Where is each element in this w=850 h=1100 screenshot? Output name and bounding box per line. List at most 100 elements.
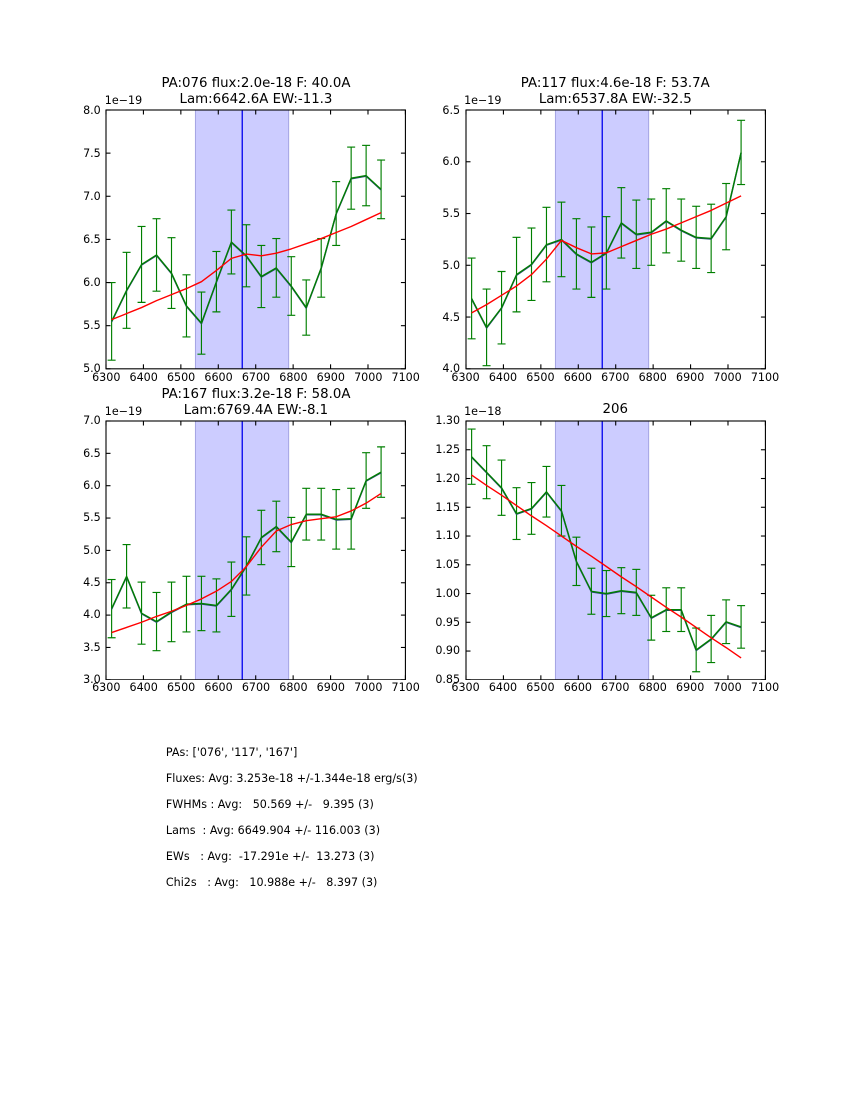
y-tick-label: 6.5 <box>442 103 461 117</box>
subplot-2-offset-label: 1e−19 <box>464 94 502 108</box>
x-tick-label: 6300 <box>92 370 121 384</box>
x-tick-label: 6500 <box>526 370 555 384</box>
subplot-4-title: 206 <box>603 402 628 418</box>
y-tick-label: 7.0 <box>83 414 101 428</box>
stats-line-fluxes: Fluxes: Avg: 3.253e-18 +/-1.344e-18 erg/… <box>165 772 418 785</box>
x-tick-label: 6300 <box>451 370 480 384</box>
subplot-1-canvas <box>105 109 407 370</box>
subplot-2-title: PA:117 flux:4.6e-18 F: 53.7A Lam:6537.8A… <box>521 76 710 108</box>
x-tick-label: 6900 <box>316 370 345 384</box>
y-tick-label: 6.0 <box>83 478 101 492</box>
x-tick-label: 6500 <box>526 681 555 695</box>
subplot-1-offset-label: 1e−19 <box>104 94 143 108</box>
y-tick-label: 5.5 <box>83 511 101 525</box>
x-tick-label: 6800 <box>638 681 667 695</box>
x-tick-label: 7000 <box>354 681 383 695</box>
subplot-3-title-line-1: PA:167 flux:3.2e-18 F: 58.0A <box>161 386 351 402</box>
y-tick-label: 6.5 <box>83 446 101 460</box>
x-tick-label: 6500 <box>166 370 196 384</box>
plot-area <box>467 109 745 369</box>
y-tick-label: 3.5 <box>83 640 101 654</box>
subplot-3-canvas <box>105 420 407 680</box>
subplot-1-title: PA:076 flux:2.0e-18 F: 40.0A Lam:6642.6A… <box>161 76 350 108</box>
y-tick-label: 5.0 <box>83 362 101 376</box>
subplot-3-offset-label: 1e−19 <box>104 404 143 418</box>
x-tick-label: 6400 <box>129 370 158 384</box>
y-tick-label: 6.5 <box>83 233 101 247</box>
stats-line-fwhms: FWHMs : Avg: 50.569 +/- 9.395 (3) <box>165 797 374 811</box>
subplot-2-title-line-2: Lam:6537.8A EW:-32.5 <box>538 91 692 107</box>
x-tick-label: 6800 <box>638 370 667 384</box>
plot-area <box>107 420 386 680</box>
x-tick-label: 7100 <box>391 681 420 695</box>
x-tick-label: 6500 <box>166 681 196 695</box>
y-tick-label: 1.25 <box>435 442 461 456</box>
y-tick-label: 5.5 <box>83 319 101 333</box>
y-tick-label: 3.0 <box>83 673 101 687</box>
y-tick-label: 1.30 <box>435 414 461 428</box>
y-tick-label: 5.0 <box>83 543 101 557</box>
data-line <box>111 174 382 324</box>
x-tick-label: 7000 <box>713 681 742 695</box>
x-tick-label: 7100 <box>750 681 780 695</box>
stats-line-chi2s: Chi2s : Avg: 10.988e +/- 8.397 (3) <box>165 875 378 889</box>
y-tick-label: 0.85 <box>435 673 461 687</box>
x-tick-label: 6300 <box>92 681 121 695</box>
ticks <box>465 420 766 680</box>
subplot-4-canvas <box>465 420 766 680</box>
x-tick-label: 6700 <box>601 370 630 384</box>
x-tick-label: 7000 <box>354 370 383 384</box>
fit-line <box>111 212 382 321</box>
y-tick-label: 1.05 <box>435 558 461 572</box>
x-tick-label: 6900 <box>676 681 705 695</box>
y-tick-label: 4.5 <box>83 576 101 589</box>
y-tick-label: 1.10 <box>435 529 461 543</box>
y-tick-label: 5.0 <box>442 258 461 272</box>
x-tick-label: 6600 <box>563 681 592 695</box>
y-tick-label: 0.90 <box>435 644 461 658</box>
x-tick-label: 6700 <box>241 370 271 384</box>
fit-line <box>470 195 741 314</box>
stats-line-lams: Lams : Avg: 6649.904 +/- 116.003 (3) <box>165 823 381 837</box>
x-tick-label: 7100 <box>750 370 780 384</box>
y-tick-label: 0.95 <box>435 615 461 629</box>
y-tick-label: 4.0 <box>83 608 101 622</box>
x-tick-label: 6800 <box>279 370 308 384</box>
x-tick-label: 6600 <box>563 370 592 384</box>
x-tick-label: 6900 <box>316 681 345 695</box>
subplot-1-title-line-2: Lam:6642.6A EW:-11.3 <box>179 91 333 107</box>
subplot-4-title-line-1: 206 <box>602 402 628 418</box>
ticks <box>105 420 407 680</box>
stats-line-ews: EWs : Avg: -17.291e +/- 13.273 (3) <box>165 849 375 863</box>
x-tick-label: 6300 <box>451 681 480 695</box>
y-tick-label: 7.5 <box>83 146 101 160</box>
x-tick-label: 6800 <box>279 681 308 695</box>
subplot-2-title-line-1: PA:117 flux:4.6e-18 F: 53.7A <box>520 75 710 91</box>
y-tick-label: 7.0 <box>83 189 101 203</box>
x-tick-label: 6400 <box>129 681 158 695</box>
y-tick-label: 6.0 <box>83 276 101 290</box>
x-tick-label: 6600 <box>204 681 233 695</box>
y-tick-label: 4.0 <box>442 362 461 376</box>
x-tick-label: 6900 <box>676 370 705 384</box>
x-tick-label: 6400 <box>488 370 518 384</box>
subplot-4-offset-label: 1e−18 <box>464 404 502 418</box>
y-tick-label: 5.5 <box>442 207 461 221</box>
fit-line <box>111 492 382 633</box>
x-tick-label: 6400 <box>488 681 518 695</box>
y-tick-label: 6.0 <box>442 155 461 169</box>
y-tick-label: 4.5 <box>442 310 461 324</box>
subplot-1-title-line-1: PA:076 flux:2.0e-18 F: 40.0A <box>161 75 351 91</box>
subplot-3-title-line-2: Lam:6769.4A EW:-8.1 <box>183 402 329 418</box>
x-tick-label: 6600 <box>204 370 233 384</box>
ticks <box>465 109 766 370</box>
x-tick-label: 7000 <box>713 370 742 384</box>
stats-line-pas: PAs: ['076', '117', '167'] <box>165 746 298 760</box>
y-tick-label: 8.0 <box>83 103 101 117</box>
data-line <box>470 455 741 651</box>
plot-area <box>107 109 386 369</box>
y-tick-label: 1.20 <box>435 471 461 485</box>
fit-line <box>470 474 742 659</box>
x-tick-label: 6700 <box>241 681 271 695</box>
